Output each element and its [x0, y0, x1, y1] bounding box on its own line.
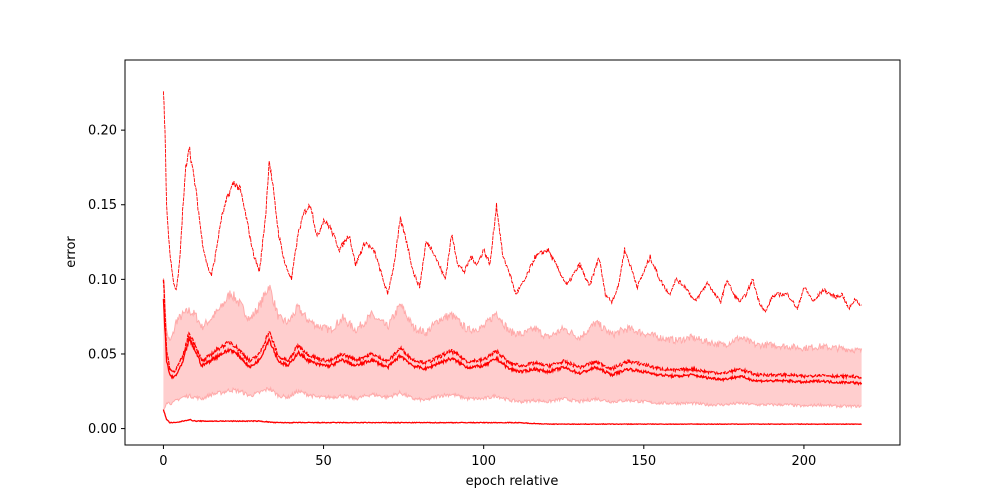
y-axis: 0.00 0.05 0.10 0.15 0.20 [88, 124, 125, 437]
y-tick-label: 0.05 [88, 347, 117, 362]
band-lower-edge [162, 385, 862, 412]
series-line-2 [162, 279, 862, 381]
plot-area [162, 91, 863, 426]
band-upper-edge [162, 278, 863, 354]
series-line-1 [162, 91, 862, 314]
x-tick-label: 50 [315, 454, 332, 469]
x-tick-label: 0 [159, 454, 167, 469]
x-tick-label: 150 [631, 454, 656, 469]
axes-frame [124, 59, 901, 446]
x-axis-label: epoch relative [466, 474, 559, 489]
y-tick-label: 0.00 [88, 422, 117, 437]
x-axis: 0 50 100 150 200 [159, 445, 816, 469]
x-tick-label: 100 [471, 454, 496, 469]
series-line-4 [162, 409, 862, 426]
y-axis-label: error [64, 236, 79, 268]
x-tick-label: 200 [792, 454, 817, 469]
y-tick-label: 0.15 [88, 198, 117, 213]
y-tick-label: 0.20 [88, 124, 117, 139]
y-tick-label: 0.10 [88, 273, 117, 288]
series-line-3 [162, 298, 863, 386]
band-area [163, 278, 862, 411]
